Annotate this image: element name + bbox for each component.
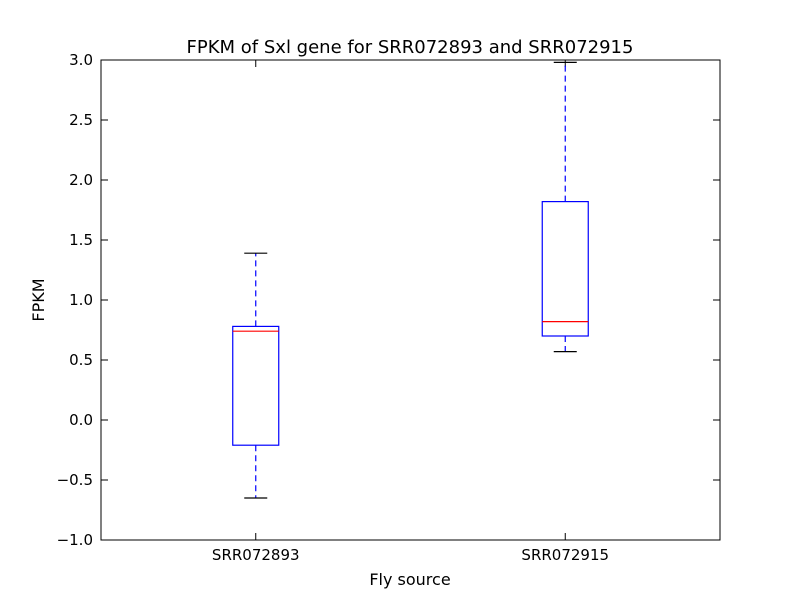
y-tick-label: −1.0: [57, 531, 93, 549]
y-tick-label: 1.5: [69, 231, 93, 249]
y-tick-label: 2.5: [69, 111, 93, 129]
y-tick-label: 3.0: [69, 51, 93, 69]
y-tick-label: 2.0: [69, 171, 93, 189]
y-tick-label: −0.5: [57, 471, 93, 489]
iqr-box: [541, 201, 589, 337]
axes-frame: [100, 59, 721, 541]
y-axis-title: FPKM: [29, 278, 48, 321]
y-tick-label: 1.0: [69, 291, 93, 309]
iqr-box: [232, 325, 280, 446]
plot-area: −1.0 −0.5 0.0 0.5 1.0 1.5 2.0 2.5 3.0 SRR072893 SR…: [57, 51, 721, 564]
x-tick-label: SRR072893: [212, 546, 300, 564]
chart-title: FPKM of Sxl gene for SRR072893 and SRR07…: [187, 37, 634, 58]
x-axis-title: Fly source: [369, 570, 450, 589]
y-tick-label: 0.0: [69, 411, 93, 429]
y-tick-label: 0.5: [69, 351, 93, 369]
x-tick-label: SRR072915: [521, 546, 609, 564]
